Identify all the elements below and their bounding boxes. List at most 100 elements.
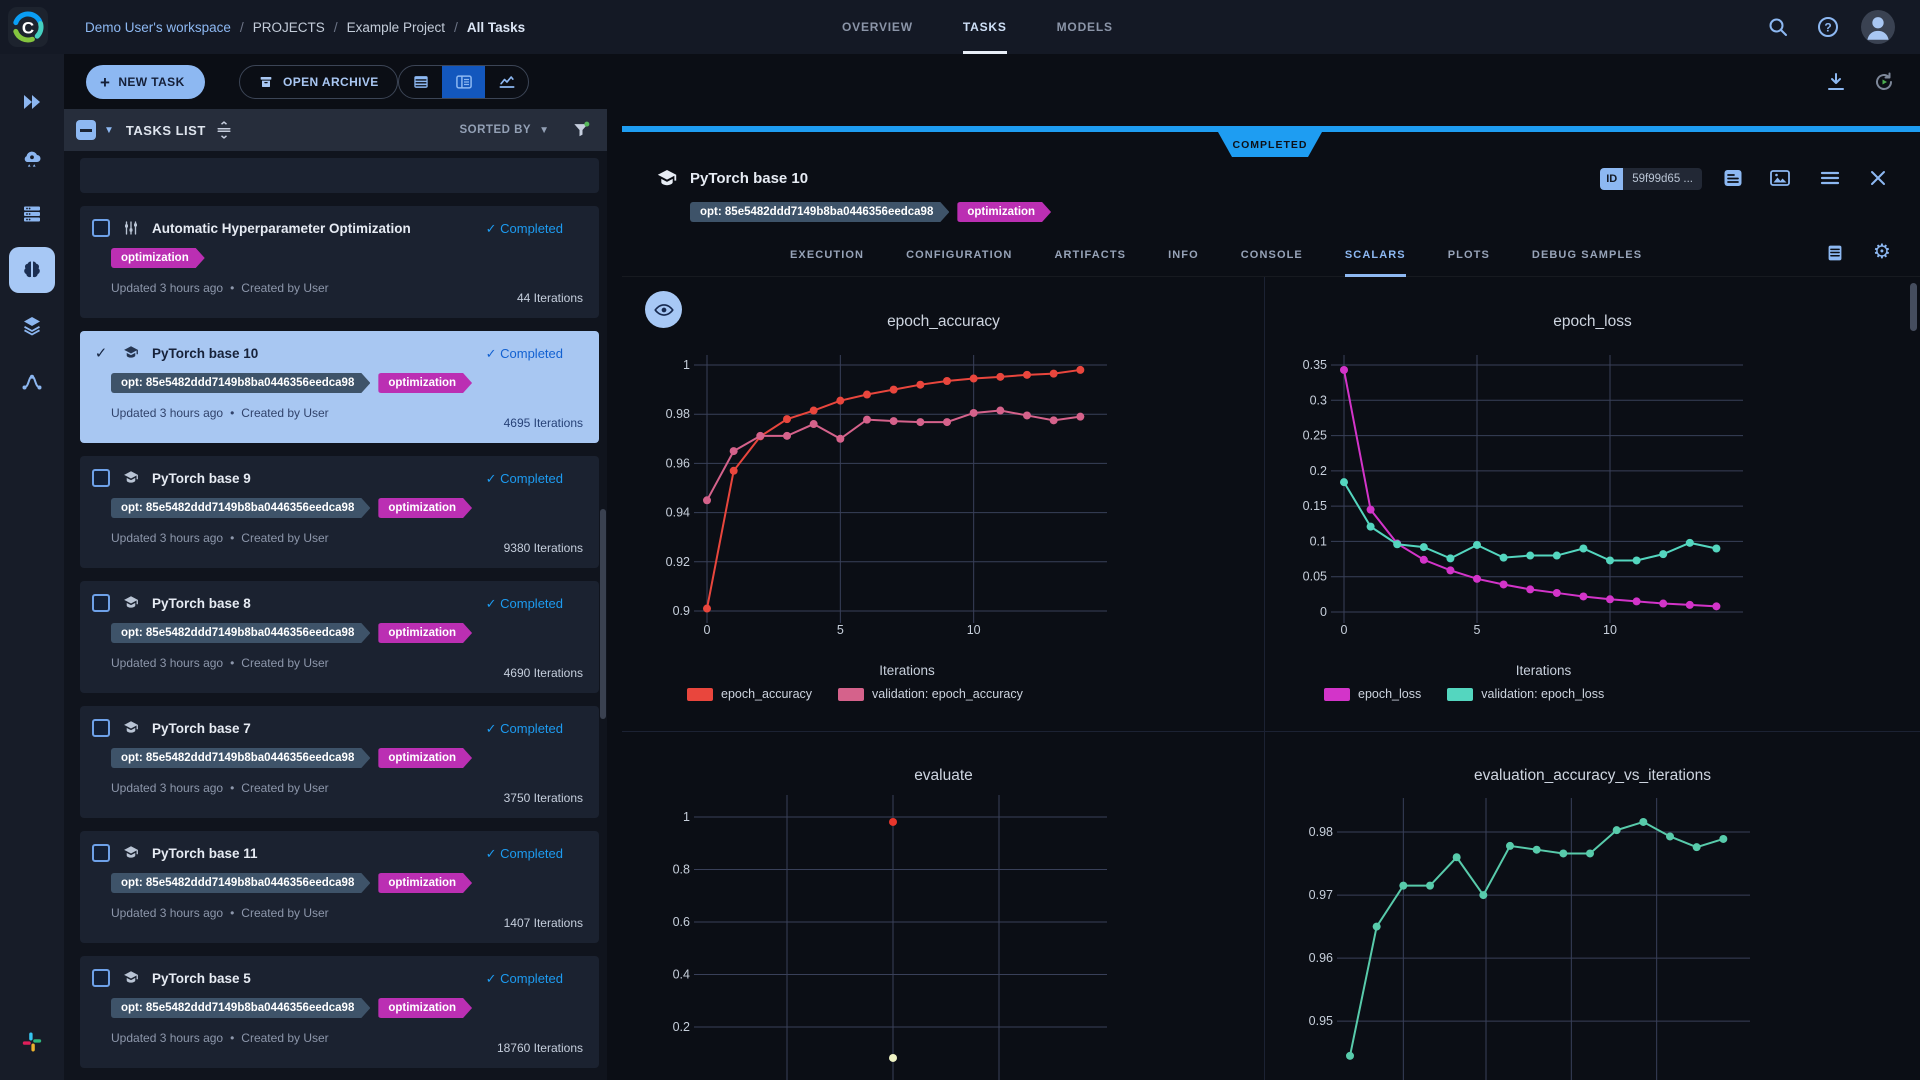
breadcrumb-item[interactable]: All Tasks [466,19,526,35]
filter-icon[interactable] [571,120,591,140]
status-badge: ✓ Completed [485,221,563,236]
tag-chip: optimization [111,248,205,268]
task-card[interactable]: ✓ PyTorch base 10 ✓ Completed opt: 85e5482d… [80,331,599,443]
status-badge: ✓ Completed [485,971,563,986]
id-label: ID [1600,168,1624,190]
detail-tab-info[interactable]: INFO [1168,248,1199,261]
task-checkbox[interactable] [92,969,110,987]
task-card[interactable]: PyTorch base 9 ✓ Completed opt: 85e5482ddd… [80,456,599,568]
legend-swatch [1447,687,1474,701]
metrics-table-icon[interactable] [1824,242,1848,266]
task-checkbox[interactable] [92,594,110,612]
sorted-by-caret-icon[interactable]: ▼ [539,124,549,136]
task-card-row1: PyTorch base 5 [80,956,599,987]
task-checkbox[interactable] [92,219,110,237]
detail-tab-console[interactable]: CONSOLE [1240,248,1303,261]
models-icon[interactable] [20,314,44,338]
detail-tab-scalars[interactable]: SCALARS [1344,233,1406,277]
preview-image-icon[interactable] [1768,166,1792,190]
slack-icon[interactable] [20,1030,44,1054]
close-icon[interactable] [1866,166,1890,190]
task-checkbox[interactable] [92,719,110,737]
getting-started-icon[interactable] [20,90,44,114]
new-task-button[interactable]: + NEW TASK [86,65,205,99]
experiment-icon [655,167,679,196]
task-card[interactable]: PyTorch base 11 ✓ Completed opt: 85e5482dd… [80,831,599,943]
select-all-checkbox[interactable] [76,120,96,140]
chart-epoch_accuracy: epoch_accuracy 0.9 0.92 0.94 0.96 0.98 1 0 5 10 It… [622,277,1265,731]
tag-chip: optimization [378,373,472,393]
task-card[interactable]: PyTorch base 5 ✓ Completed opt: 85e5482ddd… [80,956,599,1068]
tag-chip: opt: 85e5482ddd7149b8ba0446356eedca98 [111,623,370,643]
breadcrumb-item[interactable]: Demo User's workspace [85,19,231,35]
task-card[interactable]: PyTorch base 8 ✓ Completed opt: 85e5482ddd… [80,581,599,693]
detail-scrollbar[interactable] [1910,283,1917,331]
legend-item[interactable]: validation: epoch_accuracy [838,687,1023,701]
task-checkbox[interactable] [92,844,110,862]
task-card[interactable]: Automatic Hyperparameter Optimization ✓ C… [80,206,599,318]
updated-text: Updated 3 hours ago [111,906,224,920]
sorted-by-button[interactable]: SORTED BY [459,124,532,136]
auto-refresh-icon[interactable] [1872,70,1896,94]
download-icon[interactable] [1824,70,1848,94]
detail-tab-execution[interactable]: EXECUTION [790,248,865,261]
meta-dot: • [230,281,235,295]
datasets-icon[interactable] [20,202,44,226]
pipelines-icon[interactable] [20,370,44,394]
open-archive-button[interactable]: OPEN ARCHIVE [239,65,398,99]
legend-item[interactable]: epoch_loss [1324,687,1421,701]
detail-tab-plots[interactable]: PLOTS [1447,248,1490,261]
tasks-list-title: TASKS LIST [125,122,206,138]
brain-icon [24,261,40,278]
cloud-autoscaler-icon[interactable] [20,146,44,170]
top-header: C Demo User's workspace / PROJECTS / Example… [0,0,1920,54]
tasks-list-header: ▼ TASKS LIST SORTED BY ▼ [64,109,607,151]
svg-text:0.96: 0.96 [666,456,690,470]
table-view-toggle[interactable] [399,66,442,98]
tag-chip: optimization [378,998,472,1018]
task-card-partial[interactable] [80,158,599,193]
menu-icon[interactable] [1818,166,1842,190]
task-card-row1: Automatic Hyperparameter Optimization [80,206,599,237]
clearml-logo[interactable]: C [8,7,48,47]
breadcrumb-item[interactable]: Example Project [346,19,445,35]
header-tab-models[interactable]: MODELS [1056,20,1113,34]
legend-item[interactable]: epoch_accuracy [687,687,812,701]
detail-tab-artifacts[interactable]: ARTIFACTS [1054,248,1127,261]
chart-view-toggle[interactable] [485,66,528,98]
status-badge: ✓ Completed [485,721,563,736]
meta-dot: • [230,406,235,420]
user-avatar[interactable] [1861,10,1895,44]
search-icon[interactable] [1766,15,1790,39]
detail-tab-debug-samples[interactable]: DEBUG SAMPLES [1531,248,1643,261]
tasks-scrollbar[interactable] [600,509,606,719]
header-tab-tasks[interactable]: TASKS [962,0,1007,54]
task-tags: opt: 85e5482ddd7149b8ba0446356eedca98 opt… [111,998,599,1018]
tag-chip: opt: 85e5482ddd7149b8ba0446356eedca98 [111,873,370,893]
breadcrumb-item[interactable]: PROJECTS [252,19,325,35]
tag-chip: optimization [378,498,472,518]
task-notes-icon[interactable] [1721,166,1745,190]
task-id-chip[interactable]: ID 59f99d65 ... [1600,168,1702,190]
task-title: PyTorch base 10 [690,170,809,187]
svg-text:1: 1 [683,810,690,824]
compact-rows-icon[interactable] [214,120,234,140]
split-view-toggle[interactable] [442,66,485,98]
sidebar-item-experiments[interactable] [9,247,55,293]
task-tags: opt: 85e5482ddd7149b8ba0446356eedca98 opt… [111,498,599,518]
help-icon[interactable]: ? [1816,15,1840,39]
task-card[interactable]: PyTorch base 7 ✓ Completed opt: 85e5482ddd… [80,706,599,818]
header-tab-overview[interactable]: OVERVIEW [842,20,913,34]
status-badge: ✓ Completed [485,596,563,611]
open-archive-label: OPEN ARCHIVE [283,75,379,89]
select-all-caret-icon[interactable]: ▼ [104,124,114,136]
task-name: PyTorch base 10 [152,345,259,361]
svg-text:C: C [22,19,34,38]
hide-metrics-eye-button[interactable] [645,291,682,328]
legend-item[interactable]: validation: epoch_loss [1447,687,1604,701]
legend-label: epoch_loss [1358,687,1422,701]
updated-text: Updated 3 hours ago [111,781,224,795]
task-checkbox[interactable] [92,469,110,487]
detail-tab-configuration[interactable]: CONFIGURATION [906,248,1013,261]
settings-gear-icon[interactable]: ⚙ [1873,241,1891,263]
